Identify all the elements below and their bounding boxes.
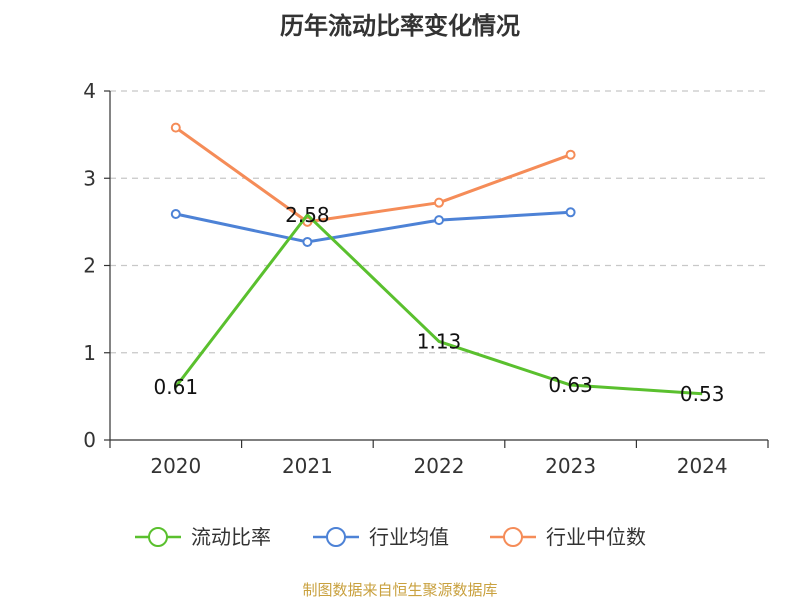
data-point (302, 236, 313, 247)
series-line (174, 213, 703, 396)
data-label: 0.63 (548, 373, 593, 397)
data-point (565, 149, 576, 160)
legend: 流动比率 行业均值 行业中位数 (135, 525, 646, 549)
data-label: 0.61 (154, 375, 199, 399)
y-tick-label: 4 (83, 79, 96, 103)
x-tick-label: 2024 (677, 454, 728, 478)
data-label: 2.58 (285, 203, 330, 227)
legend-marker (326, 527, 346, 547)
series-0 (174, 213, 703, 396)
x-axis: 2020 2021 2022 2023 2024 (109, 439, 769, 478)
data-label: 1.13 (417, 329, 462, 353)
y-tick-label: 0 (83, 428, 96, 452)
series-line (174, 126, 572, 224)
x-tick-label: 2023 (545, 454, 596, 478)
source-note: 制图数据来自恒生聚源数据库 (302, 581, 497, 599)
x-tick-label: 2020 (150, 454, 201, 478)
data-labels: 0.61 2.58 1.13 0.63 0.53 (154, 203, 725, 406)
y-tick-label: 3 (83, 166, 96, 190)
series-line (175, 210, 571, 244)
data-point (170, 209, 181, 220)
y-tick-label: 2 (83, 254, 96, 278)
legend-label: 流动比率 (191, 525, 271, 549)
data-point (434, 197, 444, 208)
legend-marker (503, 527, 523, 547)
series-lines (170, 122, 703, 396)
y-tick-label: 1 (83, 341, 96, 365)
legend-marker (148, 527, 168, 547)
series-2 (170, 122, 576, 227)
legend-label: 行业中位数 (546, 525, 646, 549)
series-1 (170, 207, 576, 247)
legend-item[interactable]: 行业中位数 (490, 525, 646, 549)
chart-title: 历年流动比率变化情况 (280, 12, 520, 40)
data-point (170, 122, 181, 133)
data-point (565, 207, 576, 218)
legend-item[interactable]: 流动比率 (135, 525, 271, 549)
x-tick-label: 2022 (414, 454, 465, 478)
data-label: 0.53 (680, 382, 725, 406)
y-axis: 0 1 2 3 4 (83, 79, 111, 452)
legend-item[interactable]: 行业均值 (313, 525, 449, 549)
x-tick-label: 2021 (282, 454, 333, 478)
legend-label: 行业均值 (369, 525, 449, 549)
data-point (434, 215, 444, 226)
